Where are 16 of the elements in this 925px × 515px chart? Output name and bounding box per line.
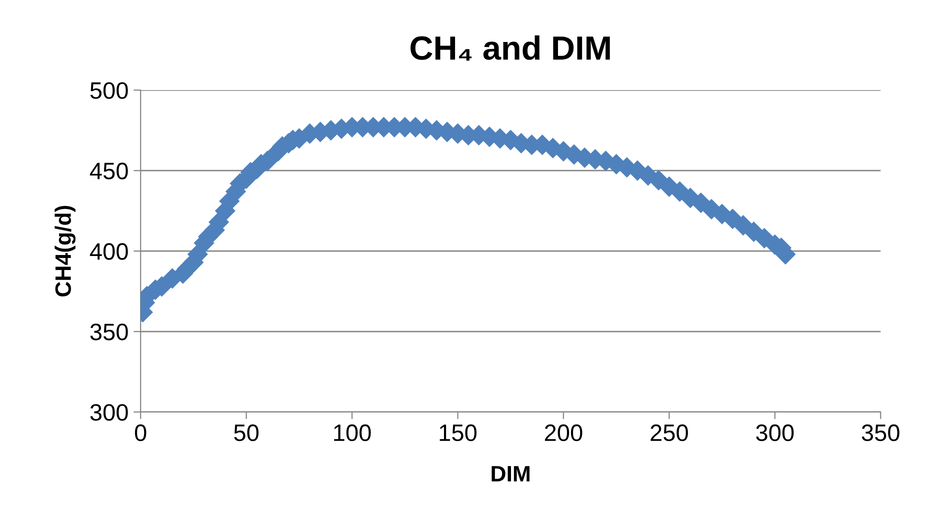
x-axis-title: DIM <box>492 466 530 482</box>
y-axis-title: CH4(g/d) <box>54 206 76 296</box>
y-tick-label: 350 <box>90 324 128 340</box>
y-tick-label: 500 <box>90 82 128 99</box>
chart-title: CH₄ and DIM <box>410 35 610 61</box>
x-tick-label: 100 <box>334 424 371 442</box>
y-tick-label: 300 <box>90 404 128 421</box>
x-tick-label: 350 <box>862 424 900 442</box>
y-tick-label: 450 <box>90 162 128 180</box>
x-tick-label: 250 <box>650 424 688 442</box>
x-tick-label: 0 <box>134 424 146 442</box>
x-tick-label: 150 <box>440 424 477 442</box>
x-tick-label: 50 <box>234 424 259 442</box>
x-tick-label: 300 <box>756 424 794 442</box>
x-tick-label: 200 <box>544 424 582 442</box>
y-tick-label: 400 <box>90 243 128 260</box>
